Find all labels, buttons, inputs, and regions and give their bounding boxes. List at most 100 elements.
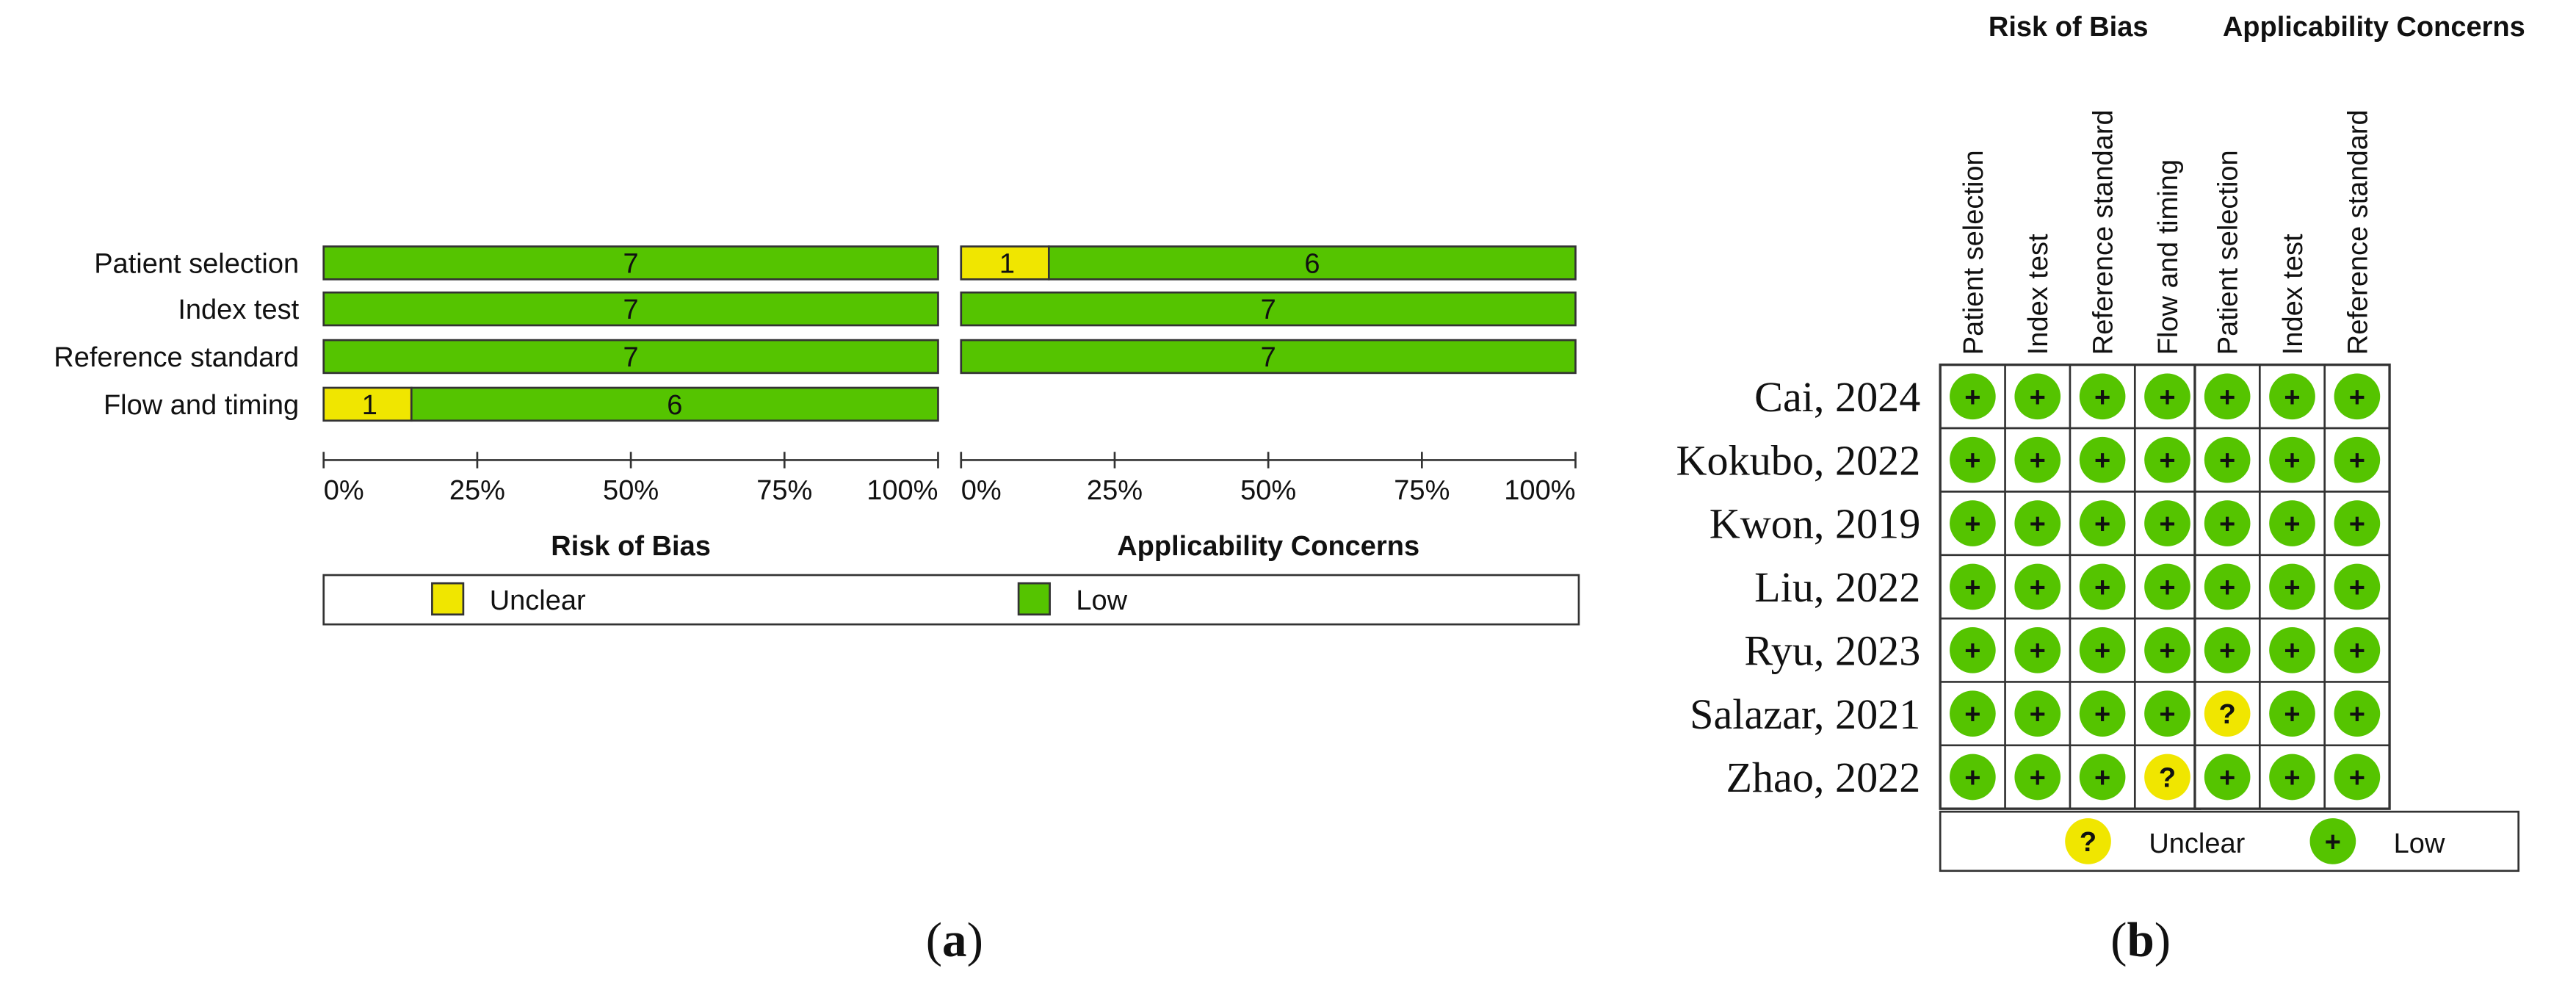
study-label: Kokubo, 2022 [1676, 436, 1921, 484]
legend-label: Low [1076, 585, 1127, 616]
judgement-symbol: + [2219, 446, 2235, 477]
group-title: Risk of Bias [1989, 12, 2149, 43]
study-label: Kwon, 2019 [1710, 500, 1921, 548]
judgement-symbol: + [2030, 382, 2046, 413]
legend-symbol: + [2325, 827, 2341, 858]
judgement-symbol: + [2094, 446, 2110, 477]
judgement-symbol: + [2219, 636, 2235, 667]
study-label: Cai, 2024 [1754, 373, 1920, 421]
bar-data-label: 7 [623, 342, 639, 373]
judgement-symbol: + [2159, 636, 2175, 667]
low-judgement-dot [1950, 690, 1996, 737]
judgement-symbol: + [2349, 446, 2365, 477]
bar-segment [410, 386, 939, 422]
x-tick-label: 50% [603, 475, 659, 506]
judgement-symbol: ? [2219, 699, 2236, 730]
low-judgement-dot [1950, 436, 1996, 483]
judgement-symbol: + [2349, 382, 2365, 413]
legend-label: Unclear [490, 585, 586, 616]
low-judgement-dot [1950, 754, 1996, 801]
low-judgement-dot [2144, 373, 2190, 420]
judgement-symbol: + [2159, 382, 2175, 413]
low-judgement-dot [2014, 436, 2061, 483]
judgement-symbol: + [2094, 699, 2110, 730]
bar-segment [960, 245, 1050, 281]
low-judgement-dot [2079, 436, 2126, 483]
low-judgement-dot [2204, 373, 2251, 420]
judgement-symbol: + [2349, 572, 2365, 603]
low-judgement-dot [2334, 754, 2381, 801]
judgement-symbol: + [1964, 636, 1980, 667]
unclear-judgement-dot [2144, 754, 2190, 801]
low-judgement-dot [2269, 690, 2315, 737]
bar-data-label: 1 [362, 390, 377, 421]
bar-data-label: 7 [623, 295, 639, 325]
legend-box [322, 574, 1580, 626]
judgement-symbol: + [2030, 572, 2046, 603]
column-header: Patient selection [1958, 150, 1989, 355]
low-judgement-dot [2269, 373, 2315, 420]
judgement-symbol: + [2094, 509, 2110, 540]
low-judgement-dot [2269, 754, 2315, 801]
legend-symbol-dot [2065, 818, 2111, 864]
low-judgement-dot [2204, 500, 2251, 546]
x-tick-label: 0% [324, 475, 364, 506]
low-judgement-dot [2079, 500, 2126, 546]
judgement-symbol: + [2284, 572, 2300, 603]
judgement-symbol: + [2030, 699, 2046, 730]
low-judgement-dot [2204, 754, 2251, 801]
bar-data-label: 7 [1261, 295, 1276, 325]
judgement-symbol: + [1964, 446, 1980, 477]
low-judgement-dot [2269, 500, 2315, 546]
judgement-symbol: + [2219, 762, 2235, 793]
low-judgement-dot [2144, 436, 2190, 483]
judgement-symbol: + [2030, 509, 2046, 540]
bar-data-label: 7 [1261, 342, 1276, 373]
group-title: Risk of Bias [551, 531, 711, 562]
bar-segment [1047, 245, 1577, 281]
column-header: Index test [2023, 234, 2054, 355]
low-judgement-dot [2204, 626, 2251, 673]
low-judgement-dot [2014, 690, 2061, 737]
x-tick-label: 50% [1240, 475, 1296, 506]
judgement-symbol: + [2349, 762, 2365, 793]
low-judgement-dot [2269, 563, 2315, 610]
judgement-symbol: + [2284, 762, 2300, 793]
low-judgement-dot [2269, 626, 2315, 673]
judgement-symbol: + [2030, 762, 2046, 793]
judgement-symbol: + [2159, 509, 2175, 540]
legend-swatch [431, 582, 465, 616]
low-judgement-dot [2334, 690, 2381, 737]
judgement-symbol: + [2159, 572, 2175, 603]
bar-segment [960, 291, 1577, 327]
judgement-symbol: + [2284, 509, 2300, 540]
bar-data-label: 6 [1304, 248, 1320, 279]
low-judgement-dot [2144, 500, 2190, 546]
column-header: Index test [2278, 234, 2309, 355]
panel-b-caption: (b) [2110, 912, 2171, 967]
low-judgement-dot [2334, 436, 2381, 483]
low-judgement-dot [2014, 500, 2061, 546]
low-judgement-dot [2079, 373, 2126, 420]
low-judgement-dot [2014, 626, 2061, 673]
low-judgement-dot [2144, 626, 2190, 673]
judgement-symbol: + [2094, 382, 2110, 413]
column-header: Reference standard [2342, 109, 2373, 355]
low-judgement-dot [2079, 754, 2126, 801]
x-tick-label: 100% [866, 475, 938, 506]
low-judgement-dot [1950, 500, 1996, 546]
study-label: Zhao, 2022 [1726, 754, 1920, 801]
bar-data-label: 1 [999, 248, 1015, 279]
judgement-symbol: + [1964, 699, 1980, 730]
panel-a-caption: (a) [926, 912, 983, 967]
study-label: Ryu, 2023 [1744, 626, 1920, 674]
category-label: Reference standard [54, 342, 299, 373]
low-judgement-dot [2144, 563, 2190, 610]
judgement-symbol: + [2349, 636, 2365, 667]
low-judgement-dot [2334, 500, 2381, 546]
judgement-symbol: + [2219, 509, 2235, 540]
judgement-symbol: + [1964, 572, 1980, 603]
judgement-symbol: + [2219, 382, 2235, 413]
low-judgement-dot [2014, 754, 2061, 801]
low-judgement-dot [1950, 373, 1996, 420]
